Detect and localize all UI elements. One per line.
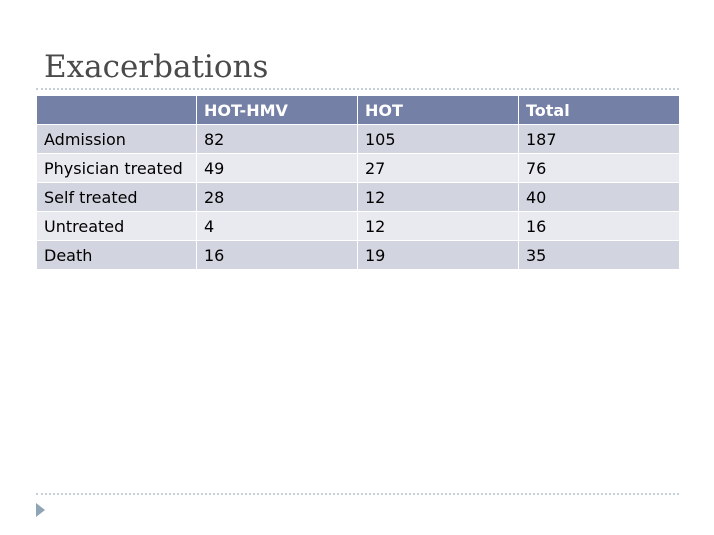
cell-hot-hmv: 16 <box>196 240 358 270</box>
cell-total: 40 <box>518 182 680 212</box>
cell-hot: 105 <box>357 124 519 154</box>
table-header-row: HOT-HMV HOT Total <box>36 95 680 125</box>
cell-hot: 27 <box>357 153 519 183</box>
cell-hot-hmv: 49 <box>196 153 358 183</box>
row-label: Death <box>36 240 197 270</box>
table-row: Physician treated 49 27 76 <box>36 153 680 183</box>
row-label: Untreated <box>36 211 197 241</box>
header-cell-hot-hmv: HOT-HMV <box>196 95 358 125</box>
table-row: Untreated 4 12 16 <box>36 211 680 241</box>
cell-hot-hmv: 28 <box>196 182 358 212</box>
cell-total: 187 <box>518 124 680 154</box>
row-label: Admission <box>36 124 197 154</box>
triangle-right-icon <box>36 503 45 517</box>
exacerbations-table: HOT-HMV HOT Total Admission 82 105 187 P… <box>36 95 680 270</box>
row-label: Physician treated <box>36 153 197 183</box>
row-label: Self treated <box>36 182 197 212</box>
cell-total: 35 <box>518 240 680 270</box>
cell-hot-hmv: 82 <box>196 124 358 154</box>
cell-total: 16 <box>518 211 680 241</box>
slide-title: Exacerbations <box>44 49 269 85</box>
cell-hot-hmv: 4 <box>196 211 358 241</box>
cell-hot: 12 <box>357 182 519 212</box>
header-cell-hot: HOT <box>357 95 519 125</box>
cell-hot: 12 <box>357 211 519 241</box>
header-cell-total: Total <box>518 95 680 125</box>
table-row: Death 16 19 35 <box>36 240 680 270</box>
table-row: Admission 82 105 187 <box>36 124 680 154</box>
title-divider <box>36 88 679 90</box>
footer-divider <box>36 493 679 495</box>
header-cell-blank <box>36 95 197 125</box>
cell-hot: 19 <box>357 240 519 270</box>
cell-total: 76 <box>518 153 680 183</box>
table-row: Self treated 28 12 40 <box>36 182 680 212</box>
